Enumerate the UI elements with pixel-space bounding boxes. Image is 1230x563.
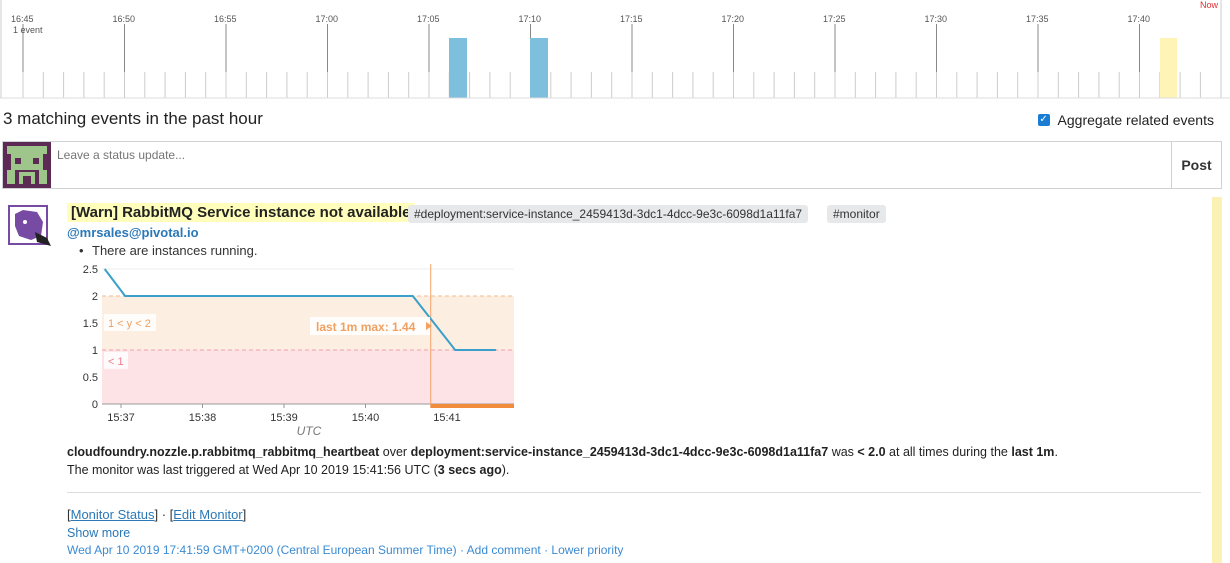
edit-monitor-link[interactable]: Edit Monitor: [173, 507, 243, 522]
band-alert: [102, 350, 514, 404]
summary-over: over: [382, 445, 408, 459]
aggregate-toggle[interactable]: ✓ Aggregate related events: [1037, 112, 1214, 128]
timeline-event-yellow[interactable]: [1160, 38, 1177, 98]
timeline-tick-label: 17:05: [417, 14, 440, 24]
status-update-box: Post: [2, 141, 1222, 189]
timeline-tick-label: 17:25: [823, 14, 846, 24]
event-timestamp: Wed Apr 10 2019 17:41:59 GMT+0200 (Centr…: [67, 543, 457, 557]
event-title[interactable]: [Warn] RabbitMQ Service instance not ava…: [67, 203, 415, 222]
condition: < 2.0: [857, 445, 886, 459]
link-separator: ·: [158, 507, 170, 522]
x-tick-label: 15:38: [189, 412, 217, 424]
tag-monitor[interactable]: #monitor: [827, 205, 886, 223]
aggregate-checkbox[interactable]: ✓: [1037, 114, 1050, 126]
x-axis-label: UTC: [297, 424, 322, 438]
timeline-tick-label: 16:50: [112, 14, 136, 24]
status-update-input[interactable]: [51, 142, 1171, 188]
add-comment-link[interactable]: Add comment: [466, 543, 541, 557]
summary-period: .: [1054, 445, 1058, 459]
footer-separator: ·: [544, 543, 549, 557]
post-button[interactable]: Post: [1171, 142, 1221, 188]
timeline-tick-label: 17:35: [1026, 14, 1049, 24]
y-tick-label: 0.5: [83, 372, 98, 384]
timeline-event-blue-1[interactable]: [449, 38, 467, 98]
x-tick-label: 15:37: [107, 412, 135, 424]
series-line[interactable]: [103, 268, 496, 351]
band-label-bg: [104, 314, 156, 331]
triggered-suffix: ).: [501, 463, 510, 477]
divider: [67, 492, 1201, 493]
x-tick-label: 15:39: [270, 412, 298, 424]
aggregate-label: Aggregate related events: [1057, 112, 1214, 128]
svg-text:last 1m max: 1.44: last 1m max: 1.44: [316, 320, 416, 334]
monitor-links: [Monitor Status] · [Edit Monitor]: [67, 507, 247, 522]
timeline-tick-label: 17:20: [721, 14, 745, 24]
tag-deployment[interactable]: #deployment:service-instance_2459413d-3d…: [408, 205, 809, 223]
x-tick-label: 15:41: [433, 412, 461, 424]
timeline-tick-label: 16:45: [11, 14, 34, 24]
triggered-prefix: The monitor was last triggered at Wed Ap…: [67, 463, 438, 477]
y-tick-label: 0: [92, 399, 98, 411]
y-tick-label: 1: [92, 345, 98, 357]
timeline-tick-label: 16:55: [214, 14, 237, 24]
y-tick-label: 2: [92, 291, 98, 303]
event-author[interactable]: @mrsales@pivotal.io: [67, 225, 199, 240]
monitor-chart-svg[interactable]: 2.5 2 1.5 1 0.5 0 15:37 15:38 15:39 15:40 15:41 1…: [80, 260, 520, 440]
scope-name: deployment:service-instance_2459413d-3dc…: [410, 445, 829, 459]
event-timeline[interactable]: 16:45 16:50 16:55 17:00 17:05 17:10 17:15 17:20…: [0, 0, 1230, 100]
triggered-ago: 3 secs ago: [437, 463, 502, 477]
band-warning: [102, 296, 514, 350]
y-tick-label: 2.5: [83, 264, 98, 276]
metric-name: cloudfoundry.nozzle.p.rabbitmq_rabbitmq_…: [67, 445, 380, 459]
window: last 1m: [1011, 445, 1055, 459]
timeline-now-label: Now: [1199, 0, 1218, 10]
x-tick-label: 15:40: [352, 412, 380, 424]
show-more-link[interactable]: Show more: [67, 526, 131, 540]
timeline-tick-label: 17:10: [518, 14, 542, 24]
footer-separator: ·: [460, 543, 464, 557]
current-time-marker-foot: [430, 404, 514, 408]
event-summary: cloudfoundry.nozzle.p.rabbitmq_rabbitmq_…: [67, 443, 1058, 479]
user-avatar: [3, 142, 51, 188]
timeline-tick-label: 17:00: [315, 14, 339, 24]
datadog-logo-icon: [8, 205, 51, 246]
timeline-tick-label: 17:15: [620, 14, 643, 24]
lower-priority-link[interactable]: Lower priority: [551, 543, 624, 557]
y-tick-label: 1.5: [83, 318, 98, 330]
band-label: < 1: [108, 356, 124, 368]
event-footer: Wed Apr 10 2019 17:41:59 GMT+0200 (Centr…: [67, 543, 623, 557]
timeline-tick-label: 17:30: [924, 14, 948, 24]
timeline-count-label: 1 event: [13, 25, 43, 35]
event-priority-bar: [1212, 197, 1222, 563]
summary-at-all-times: at all times during the: [889, 445, 1008, 459]
matching-events-count: 3 matching events in the past hour: [3, 109, 263, 128]
monitor-chart[interactable]: 2.5 2 1.5 1 0.5 0 15:37 15:38 15:39 15:40 15:41 1…: [80, 260, 520, 440]
band-label: 1 < y < 2: [108, 318, 151, 330]
max-annotation: last 1m max: 1.44: [310, 317, 432, 335]
event-item: [Warn] RabbitMQ Service instance not ava…: [0, 197, 1222, 563]
event-message: There are instances running.: [79, 243, 258, 258]
monitor-status-link[interactable]: Monitor Status: [70, 507, 155, 522]
band-label-bg: [104, 351, 128, 369]
timeline-tick-label: 17:40: [1127, 14, 1151, 24]
timeline-event-blue-2[interactable]: [530, 38, 548, 98]
summary-was: was: [831, 445, 854, 459]
timeline-chart[interactable]: [0, 0, 1230, 100]
